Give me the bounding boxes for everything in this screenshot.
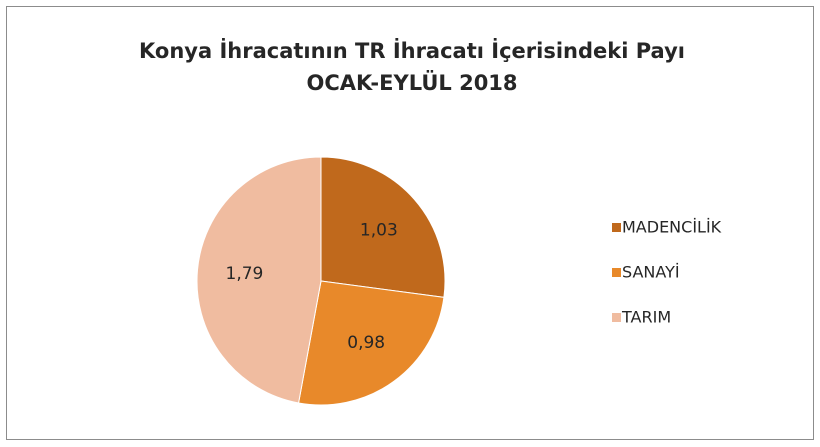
- chart-subtitle: OCAK-EYLÜL 2018: [306, 70, 517, 95]
- pie-slice: [196, 156, 322, 404]
- data-label: 1,03: [360, 220, 398, 240]
- chart-title: Konya İhracatının TR İhracatı İçerisinde…: [139, 38, 685, 63]
- legend-label: MADENCİLİK: [622, 218, 722, 237]
- legend-swatch: [612, 223, 621, 232]
- pie-slice: [297, 280, 445, 406]
- data-label: 0,98: [347, 333, 385, 353]
- legend-swatch: [612, 313, 621, 322]
- legend-label: TARIM: [621, 308, 671, 327]
- legend-label: SANAYİ: [622, 263, 680, 282]
- legend-swatch: [612, 268, 621, 277]
- data-label: 1,79: [226, 264, 264, 284]
- pie-slice: [320, 156, 446, 298]
